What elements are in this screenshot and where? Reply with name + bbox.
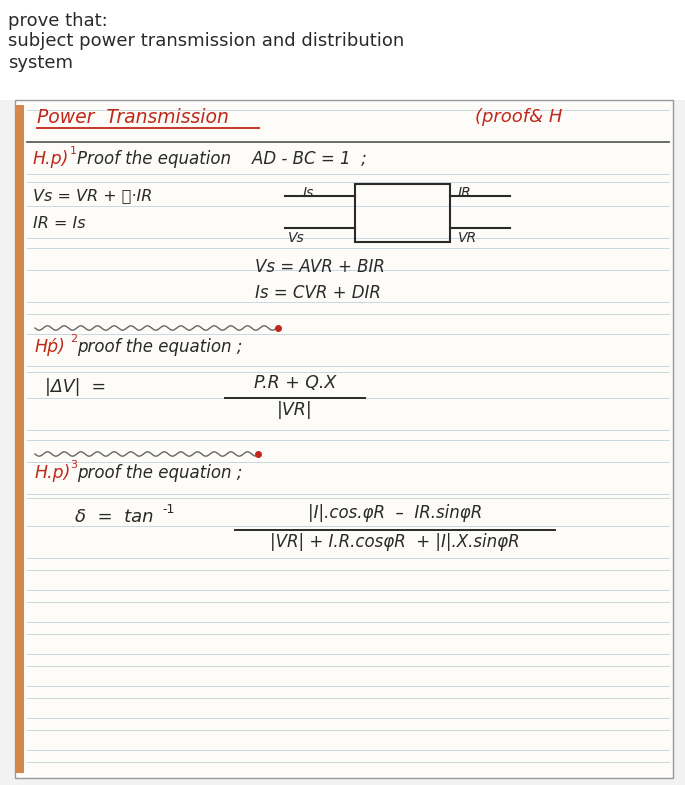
Text: 1: 1	[70, 146, 77, 156]
Text: |VR|: |VR|	[277, 401, 313, 419]
Bar	[15, 105, 24, 773]
Text: P.R + Q.X: P.R + Q.X	[254, 374, 336, 392]
Text: H.p): H.p)	[35, 464, 71, 482]
Text: Vs = VR + ᭐·IR: Vs = VR + ᭐·IR	[33, 188, 152, 203]
Text: IR = Is: IR = Is	[33, 216, 86, 231]
Text: Hṕ): Hṕ)	[35, 338, 66, 356]
Text: Vs: Vs	[288, 231, 305, 245]
Text: Vs = AVR + BIR: Vs = AVR + BIR	[255, 258, 385, 276]
Text: |I|.cos.φR  –  IR.sinφR: |I|.cos.φR – IR.sinφR	[308, 504, 482, 522]
Text: Is: Is	[303, 186, 314, 200]
Bar	[0, 0, 685, 100]
Text: 3: 3	[70, 460, 77, 470]
Text: prove that:: prove that:	[8, 12, 108, 30]
Text: Proof the equation    AD - BC = 1  ;: Proof the equation AD - BC = 1 ;	[77, 150, 366, 168]
Text: -1: -1	[162, 503, 175, 516]
Bar	[355, 184, 450, 242]
Text: 2: 2	[70, 334, 77, 344]
Text: |ΔV|  =: |ΔV| =	[45, 378, 106, 396]
Text: proof the equation ;: proof the equation ;	[77, 464, 242, 482]
Text: Is = CVR + DIR: Is = CVR + DIR	[255, 284, 381, 302]
Text: Power  Transmission: Power Transmission	[37, 108, 229, 127]
Text: proof the equation ;: proof the equation ;	[77, 338, 242, 356]
Text: H.p): H.p)	[33, 150, 69, 168]
Bar	[15, 100, 673, 778]
Text: (proof& H: (proof& H	[475, 108, 562, 126]
Text: |VR| + I.R.cosφR  + |I|.X.sinφR: |VR| + I.R.cosφR + |I|.X.sinφR	[270, 533, 520, 551]
Text: IR: IR	[458, 186, 472, 200]
Text: subject power transmission and distribution: subject power transmission and distribut…	[8, 32, 404, 50]
Text: VR: VR	[458, 231, 477, 245]
Text: δ  =  tan: δ = tan	[75, 508, 153, 526]
Text: system: system	[8, 54, 73, 72]
